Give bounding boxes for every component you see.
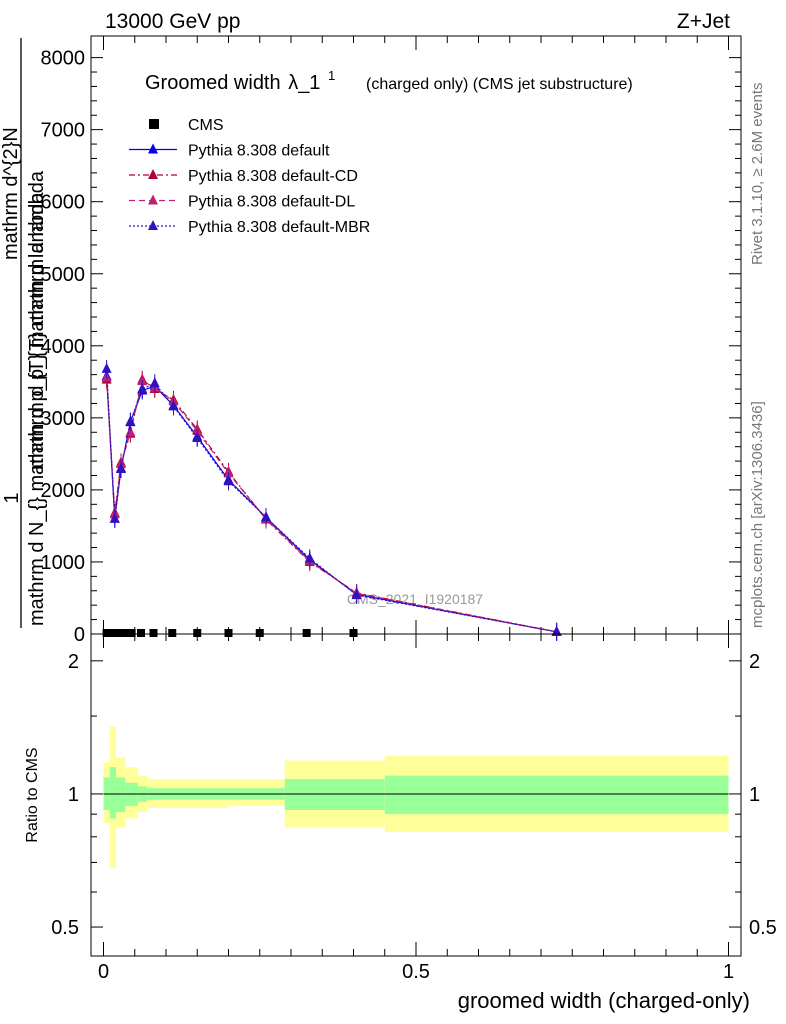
ratio-band-inner	[384, 775, 729, 815]
data-point-cms	[224, 629, 233, 637]
legend-marker	[148, 194, 158, 205]
legend-marker-cms	[149, 119, 159, 129]
data-point-cms	[121, 629, 130, 637]
legend-label: Pythia 8.308 default-CD	[188, 168, 358, 185]
energy-label: 13000 GeV pp	[105, 10, 240, 33]
data-point-cms	[127, 629, 136, 637]
ratio-band-inner	[109, 767, 116, 819]
data-point-cms	[302, 629, 311, 637]
ylabel-inner-den: mathrm d p_{T} mathrm d lambda	[26, 170, 48, 470]
y-tick-label: 3000	[41, 408, 86, 430]
data-point-4	[149, 377, 160, 388]
legend-marker	[148, 143, 158, 154]
ratio-band-inner	[284, 779, 385, 810]
watermark: CMS_2021_I1920187	[347, 591, 483, 607]
title-lambda: λ_1	[288, 72, 320, 94]
ratio-y-tick-label-right: 0.5	[749, 917, 777, 939]
x-tick-label: 0	[98, 961, 109, 983]
y-tick-label: 2000	[41, 480, 86, 502]
data-point-4	[109, 512, 120, 523]
data-point-cms	[255, 629, 264, 637]
ratio-ylabel: Ratio to CMS	[24, 747, 41, 842]
data-point-cms	[168, 629, 177, 637]
ylabel-outer-den: mathrm d N_{} mathrm d p_{T} mathrm d la…	[26, 192, 48, 626]
x-tick-label: 0.5	[402, 961, 430, 983]
y-tick-label: 8000	[41, 48, 86, 70]
mcplots-label: mcplots.cern.ch [arXiv:1306.3436]	[749, 401, 766, 628]
data-point-4	[116, 463, 126, 474]
legend-label: Pythia 8.308 default-DL	[188, 194, 355, 211]
data-point-4	[551, 625, 562, 636]
ratio-bands	[103, 726, 729, 868]
legend-label: CMS	[188, 117, 224, 134]
ratio-y-tick-label: 2	[68, 651, 79, 673]
data-point-4	[137, 383, 148, 394]
y-tick-label: 5000	[41, 264, 86, 286]
ratio-y-tick-label-right: 2	[749, 651, 760, 673]
series-line-3	[106, 377, 557, 633]
ratio-y-tick-label: 1	[68, 784, 79, 806]
y-tick-label: 4000	[41, 336, 86, 358]
data-point-4	[351, 589, 362, 600]
data-point-cms	[349, 629, 358, 637]
series-line-2	[106, 378, 557, 633]
main-y-axis: 0 1000 2000 3000 4000 5000 6000 7000 8000	[41, 48, 741, 646]
data-point-cms	[137, 629, 145, 637]
data-point-cms	[108, 629, 117, 637]
legend-label: Pythia 8.308 default	[188, 143, 330, 160]
main-series	[101, 359, 562, 641]
data-point-cms	[102, 629, 111, 637]
x-axis-label: groomed width (charged-only)	[458, 988, 750, 1013]
plot-title: Groomed width λ_1 1	[145, 68, 335, 94]
data-point-cms	[115, 629, 124, 637]
main-x-axis	[103, 36, 729, 634]
ylabel-outer-num: mathrm d^{2}N	[0, 127, 22, 260]
ylabel-one: 1	[1, 492, 23, 503]
ratio-y-tick-label-right: 1	[749, 784, 760, 806]
y-tick-label: 1000	[41, 552, 86, 574]
legend: CMS Pythia 8.308 default Pythia 8.308 defa…	[129, 117, 370, 236]
data-point-4	[192, 432, 203, 443]
title-sup: 1	[328, 68, 335, 83]
series-line-1	[106, 376, 557, 633]
data-point-4	[304, 552, 315, 563]
x-tick-label: 1	[723, 961, 734, 983]
data-point-4	[101, 362, 112, 373]
ratio-band-inner	[116, 777, 126, 813]
data-point-4	[261, 511, 271, 522]
legend-label: Pythia 8.308 default-MBR	[188, 219, 370, 236]
y-tick-label: 0	[74, 624, 85, 646]
ratio-y-axis: 0.5 0.5 1 1 2 2	[51, 651, 777, 939]
ratio-panel: 0.5 0.51 12 2 0 0.5 1 Ratio to CMS groomed wi…	[24, 633, 777, 1013]
y-axis-label: 1 mathrm d N_{} mathrm d p_{T} mathrm d …	[0, 38, 48, 628]
title-main: Groomed width	[145, 72, 281, 94]
y-tick-label: 6000	[41, 192, 86, 214]
data-point-cms	[149, 629, 158, 637]
data-point-cms	[193, 629, 202, 637]
main-panel: 0 1000 2000 3000 4000 5000 6000 7000 8000 CMS_20…	[0, 35, 742, 646]
process-label: Z+Jet	[677, 10, 730, 33]
ratio-x-axis: 0 0.5 1	[98, 634, 734, 983]
data-point-4	[125, 415, 136, 426]
legend-marker	[148, 169, 158, 179]
ratio-y-tick-label: 0.5	[51, 917, 79, 939]
y-tick-label: 7000	[41, 120, 86, 142]
data-point-4	[223, 475, 234, 486]
title-suffix: (charged only) (CMS jet substructure)	[366, 76, 633, 93]
data-point-4	[168, 400, 179, 411]
legend-marker	[148, 220, 158, 230]
rivet-label: Rivet 3.1.10, ≥ 2.6M events	[749, 83, 766, 266]
